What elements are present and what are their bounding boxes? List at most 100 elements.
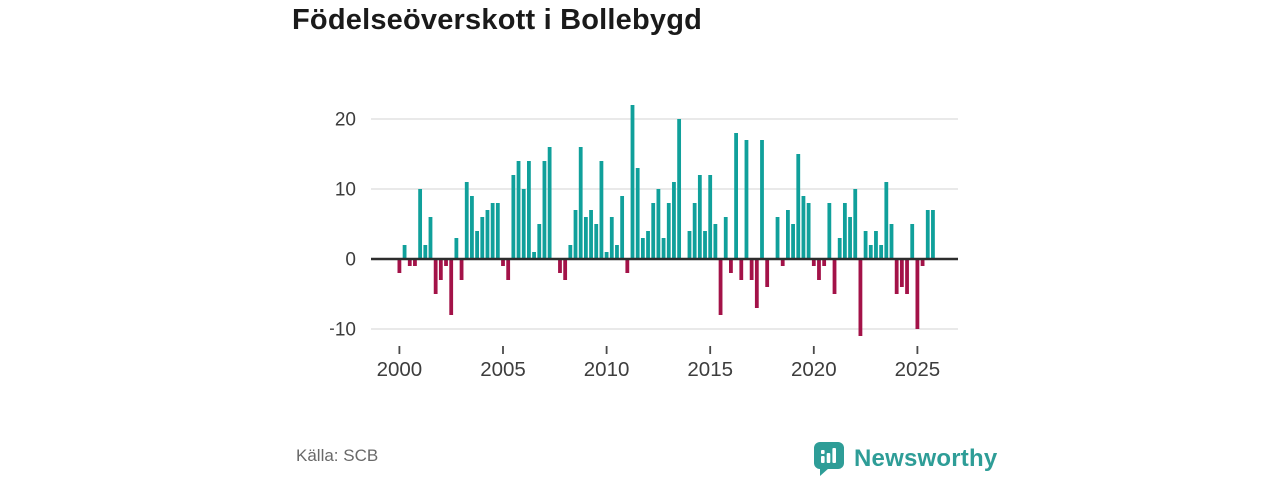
bar (454, 238, 459, 259)
bar (495, 203, 500, 259)
bar (687, 231, 692, 259)
logo-bubble-tail (820, 467, 829, 476)
bar (459, 259, 464, 280)
bar (915, 259, 920, 329)
bar (594, 224, 599, 259)
bar (511, 175, 516, 259)
bar (464, 182, 469, 259)
bar (656, 189, 661, 259)
bar (407, 259, 412, 266)
bar (480, 217, 485, 259)
bar (672, 182, 676, 259)
bar (563, 259, 568, 280)
bar (547, 147, 552, 259)
bar (604, 252, 609, 259)
bar (527, 161, 531, 259)
bar (677, 119, 682, 259)
bar (723, 217, 728, 259)
bar (646, 231, 650, 259)
chart-title: Födelseöverskott i Bollebygd (292, 4, 703, 36)
bar (444, 259, 448, 266)
bar (599, 161, 604, 259)
bar (490, 203, 495, 259)
bar (418, 189, 423, 259)
bar (609, 217, 614, 259)
bar (796, 154, 801, 259)
bar (692, 203, 697, 259)
bar (718, 259, 723, 315)
bar (842, 203, 847, 259)
bar (910, 224, 915, 259)
bar (532, 252, 536, 259)
bar (786, 210, 790, 259)
bar (931, 210, 935, 259)
bar (433, 259, 438, 294)
bar (402, 245, 407, 259)
bar (568, 245, 573, 259)
bar (542, 161, 547, 259)
bar (754, 259, 759, 308)
logo-exclamation-dot (821, 450, 825, 454)
bar (615, 245, 619, 259)
x-axis-label: 2020 (791, 358, 837, 381)
bar (894, 259, 899, 294)
bar (640, 238, 645, 259)
bar (703, 231, 707, 259)
brand-logo: Newsworthy (813, 441, 997, 477)
bar (837, 238, 842, 259)
bar (889, 224, 894, 259)
bar (729, 259, 733, 273)
bar (832, 259, 837, 294)
bar (713, 224, 718, 259)
bar (868, 245, 873, 259)
bar (630, 105, 635, 259)
x-axis-label: 2000 (377, 358, 423, 381)
bar (516, 161, 521, 259)
bar (920, 259, 925, 266)
bar (708, 175, 713, 259)
bar (501, 259, 505, 266)
y-axis-label: 20 (335, 110, 356, 131)
bar (475, 231, 479, 259)
x-axis-label: 2025 (895, 358, 941, 381)
bar (765, 259, 770, 287)
y-axis-label: 0 (345, 250, 356, 271)
bar (521, 189, 526, 259)
bar (625, 259, 630, 273)
bar (651, 203, 656, 259)
bar (739, 259, 744, 280)
bar (822, 259, 827, 266)
bar (760, 140, 764, 259)
bar (884, 182, 889, 259)
bar (485, 210, 490, 259)
bar (449, 259, 454, 315)
bar (666, 203, 671, 259)
bar (470, 196, 474, 259)
bar (806, 203, 811, 259)
logo-bar-2 (826, 453, 831, 463)
bar (863, 231, 868, 259)
bar (874, 231, 878, 259)
newsworthy-icon (814, 442, 844, 476)
bar (848, 217, 852, 259)
x-axis-label: 2010 (584, 358, 630, 381)
bar (827, 203, 832, 259)
bar (905, 259, 909, 294)
bar (661, 238, 666, 259)
bar (635, 168, 640, 259)
bar (817, 259, 821, 280)
x-axis-label: 2005 (480, 358, 526, 381)
bar (925, 210, 930, 259)
bar (791, 224, 795, 259)
bar (744, 140, 749, 259)
bar (749, 259, 754, 280)
bar (801, 196, 806, 259)
bar (589, 210, 593, 259)
bar (780, 259, 785, 266)
bar (558, 259, 562, 273)
bar (428, 217, 433, 259)
source-note: Källa: SCB (296, 446, 379, 465)
